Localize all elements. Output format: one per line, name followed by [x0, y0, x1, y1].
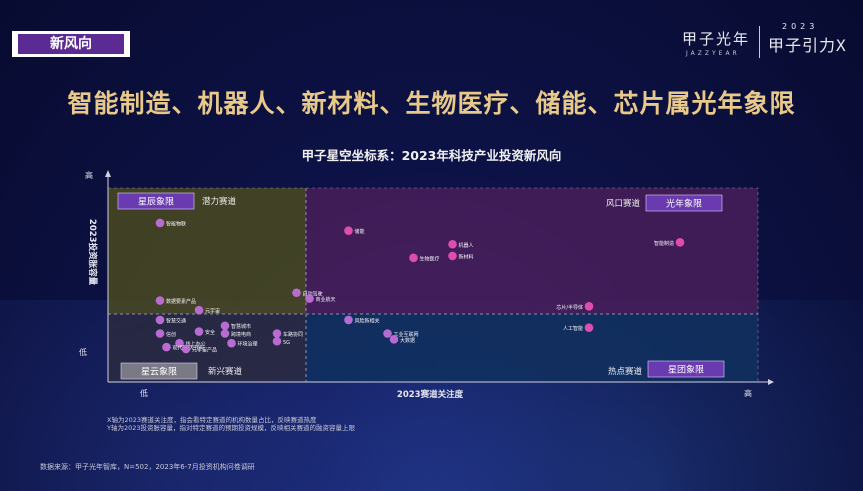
- data-point-label: 机器人: [459, 242, 474, 249]
- data-point: [344, 315, 353, 325]
- data-point-label: 安全: [205, 329, 215, 336]
- quadrant-label-top-right: 光年象限: [666, 198, 702, 210]
- data-point-label: 商业航天: [316, 296, 336, 303]
- data-source: 数据来源：甲子光年智库，N=502，2023年6-7月投资机构问卷调研: [40, 463, 255, 471]
- data-point: [389, 335, 399, 344]
- brand-english: JAZZYEAR: [686, 50, 740, 57]
- quadrant-badge-bottom-left: [120, 362, 198, 380]
- data-point-label: 生物医疗: [420, 255, 440, 262]
- section-tag: 新风向: [12, 31, 130, 57]
- data-point: [162, 342, 171, 352]
- data-point: [344, 226, 353, 235]
- y-axis-title: 2023投资胀容量: [87, 219, 98, 286]
- quadrant-badge-top-right: [645, 194, 723, 212]
- section-tag-label: 新风向: [18, 34, 124, 54]
- quadrant-badge-top-left: [117, 192, 195, 210]
- data-point-label: 线上办公: [186, 341, 206, 348]
- data-point-label: 芯片/半导体: [556, 304, 583, 311]
- data-point: [305, 294, 314, 303]
- data-point-label: 大数据: [400, 337, 415, 344]
- quadrant-label-top-left: 星辰象限: [138, 196, 174, 208]
- data-point-label: 智慧交通: [166, 317, 186, 324]
- quadrant-track-bottom-left: 新兴赛道: [208, 366, 243, 377]
- chart-title: 甲子星空坐标系：2023年科技产业投资新风向: [301, 148, 562, 163]
- data-point: [675, 238, 685, 247]
- data-point-label: 自动驾驶: [303, 290, 323, 297]
- quadrant-label-bottom-right: 星团象限: [668, 364, 704, 376]
- x-axis-high-label: 高: [744, 388, 752, 398]
- data-point: [220, 321, 230, 331]
- data-point: [584, 302, 594, 311]
- quadrant-track-top-right: 风口赛道: [606, 198, 641, 209]
- y-axis-low-label: 低: [79, 347, 87, 357]
- data-point: [272, 336, 282, 346]
- data-point: [220, 329, 230, 338]
- note-x: X轴为2023赛道关注度，指会看特定赛道的机构数量占比，反映赛道热度: [107, 416, 317, 424]
- data-point-label: 5G: [283, 340, 290, 346]
- data-point: [181, 344, 191, 354]
- y-axis-high-label: 高: [85, 170, 93, 180]
- data-point: [292, 288, 301, 298]
- event-year: 2023: [782, 22, 819, 31]
- data-point: [155, 329, 165, 338]
- data-point-label: 数据要素产品: [166, 298, 196, 305]
- chart-notes: X轴为2023赛道关注度，指会看特定赛道的机构数量占比，反映赛道热度 Y轴为20…: [107, 416, 355, 432]
- data-point-label: 车路协同: [283, 331, 303, 338]
- note-y: Y轴为2023投资胀容量，指对特定赛道的预期投资规模，反映相关赛道的融资容量上限: [107, 424, 356, 432]
- brand-name: 甲子光年: [682, 30, 751, 48]
- data-point: [409, 253, 418, 263]
- x-axis-arrow: [768, 379, 774, 385]
- data-point-label: 储能: [355, 228, 365, 235]
- data-point-label: 智慧城市: [231, 323, 251, 330]
- data-point: [194, 327, 204, 336]
- data-point-label: 工业互联网: [394, 331, 419, 338]
- data-point: [155, 296, 165, 305]
- data-point: [155, 218, 165, 228]
- x-axis-low-label: 低: [140, 388, 148, 398]
- event-logo: 甲子引力X: [768, 36, 847, 55]
- data-point: [448, 239, 457, 249]
- x-axis-title: 2023赛道关注度: [397, 389, 464, 400]
- data-point-label: 环境治理: [238, 341, 258, 348]
- data-point: [584, 323, 594, 332]
- data-point: [155, 315, 165, 325]
- data-point: [194, 305, 204, 315]
- data-point: [448, 251, 457, 261]
- data-point: [227, 338, 236, 348]
- y-axis-arrow: [105, 170, 111, 177]
- quadrant-label-bottom-left: 星云象限: [141, 366, 177, 378]
- data-point-label: 元宇宙产品: [192, 347, 217, 354]
- data-point-label: 跨境电商: [231, 331, 251, 338]
- data-point: [272, 329, 282, 338]
- quadrant-track-bottom-right: 热点赛道: [608, 366, 643, 377]
- quadrant-badge-bottom-right: [647, 360, 725, 378]
- data-point: [383, 329, 392, 338]
- headline: 智能制造、机器人、新材料、生物医疗、储能、芯片属光年象限: [67, 89, 796, 118]
- data-point-label: 人工智能: [563, 325, 583, 332]
- data-point: [175, 338, 184, 348]
- data-point-label: 智能制造: [654, 240, 674, 247]
- brand-divider: [759, 26, 760, 58]
- data-point-label: 信创: [166, 331, 176, 338]
- data-point-label: 智能物联: [166, 220, 186, 227]
- data-point-label: 风险新相关: [355, 317, 380, 324]
- quadrant-track-top-left: 潜力赛道: [202, 196, 237, 207]
- data-point-label: 新材料: [459, 253, 474, 260]
- data-point-label: 元宇宙: [205, 308, 220, 315]
